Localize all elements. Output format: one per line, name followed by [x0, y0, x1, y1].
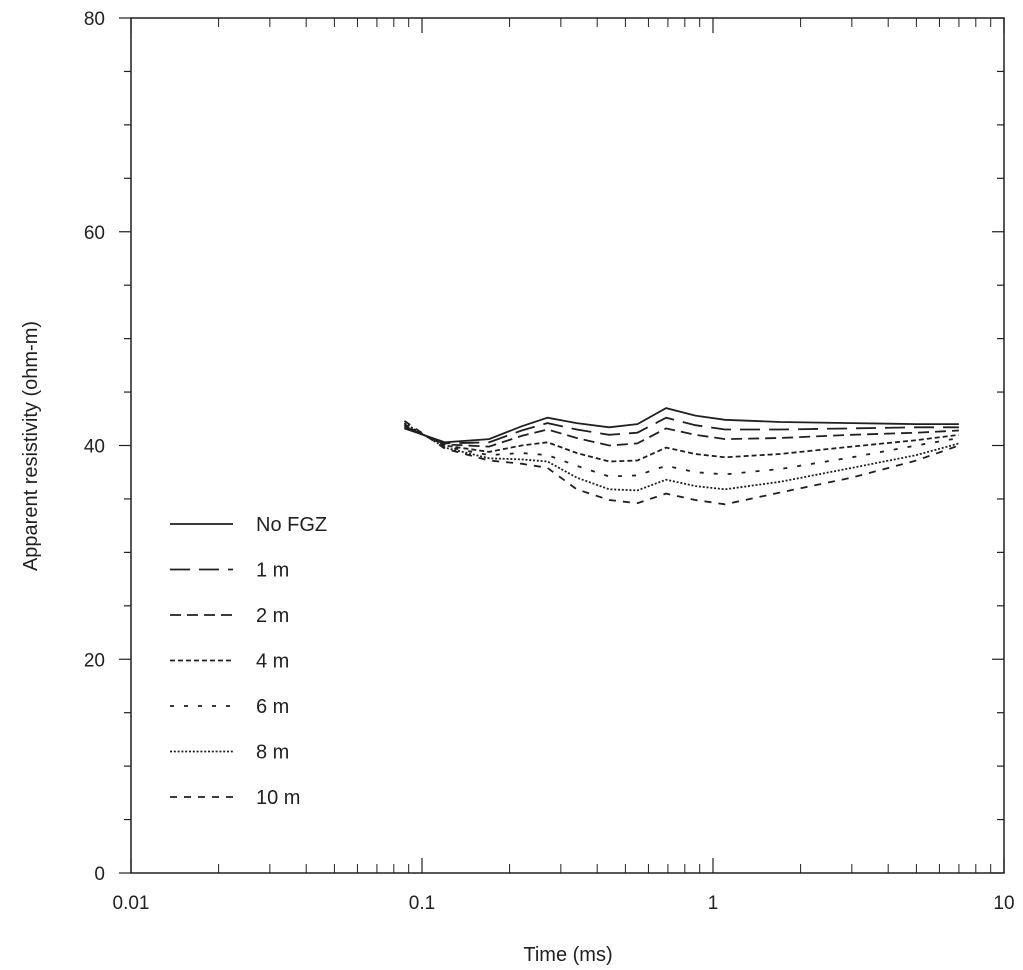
x-tick-label: 10 [993, 893, 1014, 914]
x-tick-label: 1 [708, 893, 719, 914]
series-layer [403, 407, 960, 506]
y-tick-label: 60 [84, 223, 105, 244]
series-line-3 [403, 424, 960, 463]
legend-label-4: 6 m [256, 696, 289, 718]
y-tick-label: 80 [84, 9, 105, 30]
legend-label-3: 4 m [256, 651, 289, 673]
x-tick-label: 0.1 [409, 893, 435, 914]
legend-label-1: 1 m [256, 560, 289, 582]
y-axis-title: Apparent resistivity (ohm-m) [20, 321, 42, 571]
legend: No FGZ 1 m 2 m 4 m 6 m 8 m 10 m [170, 514, 327, 809]
series-line-5 [403, 422, 960, 492]
legend-label-5: 8 m [256, 742, 289, 764]
plot-frame [130, 17, 1005, 874]
y-tick-labels: 0 20 40 60 80 [84, 9, 105, 885]
series-line-0 [404, 407, 959, 444]
x-axis-title: Time (ms) [523, 944, 612, 966]
legend-label-6: 10 m [256, 787, 300, 809]
minor-ticks [124, 18, 1004, 873]
series-line-1 [404, 416, 959, 445]
legend-label-2: 2 m [256, 605, 289, 627]
y-tick-label: 0 [94, 864, 105, 885]
series-line-4 [403, 423, 960, 478]
series-line-2 [404, 425, 959, 448]
y-tick-label: 40 [84, 437, 105, 458]
legend-label-0: No FGZ [256, 514, 327, 536]
x-tick-label: 0.01 [113, 893, 150, 914]
y-tick-label: 20 [84, 650, 105, 671]
series-line-6 [403, 420, 960, 506]
x-tick-labels: 0.01 0.1 1 10 [113, 893, 1015, 914]
